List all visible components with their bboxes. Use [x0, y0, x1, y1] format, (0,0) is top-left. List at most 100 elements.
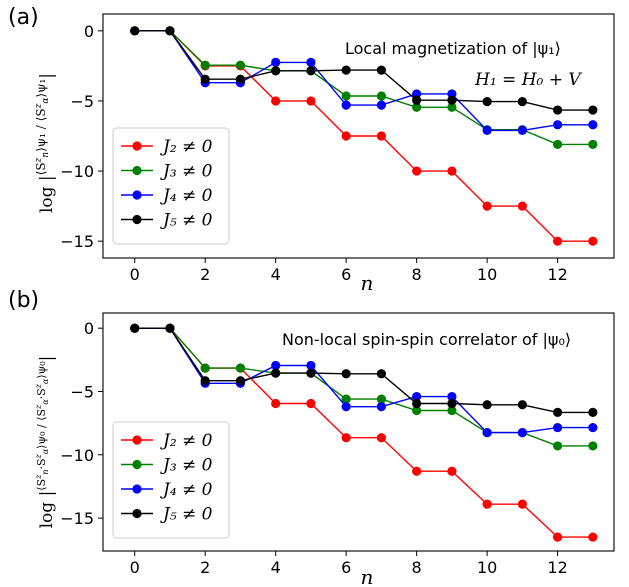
y-tick-label: −5 [70, 92, 94, 111]
data-point [130, 323, 140, 333]
legend-swatch-marker [132, 190, 142, 200]
y-tick-label: −10 [60, 162, 94, 181]
data-point [588, 532, 598, 542]
panel-a-legend: J₂ ≠ 0 J₃ ≠ 0 J₄ ≠ 0 J₅ ≠ 0 [112, 127, 230, 245]
data-point [412, 166, 422, 176]
data-point [553, 105, 563, 115]
x-tick-label: 2 [200, 558, 210, 577]
legend-swatch-marker [132, 214, 142, 225]
data-point [271, 360, 281, 371]
data-point [306, 368, 316, 378]
series-line [134, 30, 593, 132]
data-point [306, 96, 316, 106]
x-tick-label: 8 [412, 265, 422, 284]
panel-a-series [130, 26, 598, 246]
data-point [447, 405, 457, 416]
data-point [447, 95, 457, 105]
data-point [235, 60, 246, 70]
data-point [341, 394, 351, 404]
x-tick-label: 0 [130, 558, 140, 577]
panel-b-plot-area [102, 312, 615, 552]
x-tick-label: 10 [477, 265, 497, 284]
panel-b-tag: (b) [8, 288, 39, 313]
panel-b-ylabel: log |⟨Szn·Szα⟩ψ₀ / ⟨Szα·Szα⟩ψ₀| [34, 356, 57, 529]
data-point [447, 102, 457, 112]
x-tick-label: 8 [412, 558, 422, 577]
data-point [200, 363, 210, 373]
data-point [588, 422, 598, 433]
data-point [341, 369, 351, 379]
data-point [165, 323, 175, 333]
data-point [306, 398, 316, 409]
panel-a-ylabel: log |⟨Szn⟩ψ₁ / ⟨Szα⟩ψ₁| [34, 73, 57, 213]
series-line [134, 30, 593, 111]
x-tick-label: 0 [130, 265, 140, 284]
data-point [130, 26, 140, 36]
data-point [376, 433, 387, 443]
legend-label: J₃ ≠ 0 [160, 456, 213, 476]
data-point [341, 100, 351, 110]
data-point [235, 376, 246, 386]
data-point [271, 66, 281, 76]
data-point [482, 428, 492, 438]
panel-a-plot-area [102, 13, 615, 259]
data-point [588, 139, 598, 150]
data-point [482, 125, 492, 135]
data-point [517, 499, 527, 509]
legend-label: J₂ ≠ 0 [160, 431, 213, 451]
data-point [376, 131, 387, 141]
data-point [271, 57, 281, 67]
panel-b-ticks: 0 2 4 6 8 10 12 0 −5 −10 −15 [60, 319, 568, 577]
data-point [588, 441, 598, 451]
data-point [588, 105, 598, 115]
panel-b-annotation: Non-local spin-spin correlator of |ψ₀⟩ [282, 330, 571, 349]
data-point [165, 26, 175, 36]
x-tick-label: 12 [547, 265, 567, 284]
data-point [588, 120, 598, 130]
legend-swatch-marker [132, 435, 142, 445]
data-point [553, 532, 563, 542]
x-tick-label: 10 [477, 558, 497, 577]
data-point [271, 368, 281, 378]
data-point [553, 441, 563, 451]
panel-a-tag: (a) [8, 5, 39, 30]
legend-box [112, 421, 230, 539]
data-point [447, 166, 457, 176]
data-point [588, 407, 598, 417]
data-point [588, 236, 598, 246]
x-tick-label: 12 [547, 558, 567, 577]
legend-swatch-marker [132, 484, 142, 494]
legend-swatch-marker [132, 459, 142, 470]
data-point [341, 65, 351, 75]
data-point [412, 466, 422, 476]
data-point [517, 428, 527, 438]
panel-b-series [130, 323, 598, 542]
data-point [412, 95, 422, 105]
data-point [235, 74, 246, 84]
panel-a-annotation: Local magnetization of |ψ₁⟩ [345, 39, 561, 58]
data-point [376, 402, 387, 412]
data-point [271, 398, 281, 409]
legend-box [112, 127, 230, 245]
data-point [482, 499, 492, 509]
data-point [447, 391, 457, 402]
data-point [306, 360, 316, 371]
legend-label: J₅ ≠ 0 [160, 505, 213, 525]
data-point [482, 97, 492, 107]
data-point [412, 405, 422, 416]
legend-label: J₄ ≠ 0 [160, 480, 213, 500]
panel-b-xlabel: n [361, 565, 374, 587]
data-point [376, 65, 387, 75]
data-point [517, 97, 527, 107]
y-tick-label: −5 [70, 382, 94, 401]
x-tick-label: 6 [341, 265, 351, 284]
data-point [553, 407, 563, 417]
y-tick-label: −15 [60, 509, 94, 528]
data-point [341, 402, 351, 412]
legend-swatch-marker [132, 165, 142, 176]
data-point [271, 96, 281, 106]
data-point [412, 391, 422, 402]
legend-label: J₄ ≠ 0 [160, 186, 213, 206]
panel-b-legend: J₂ ≠ 0 J₃ ≠ 0 J₄ ≠ 0 J₅ ≠ 0 [112, 421, 230, 539]
